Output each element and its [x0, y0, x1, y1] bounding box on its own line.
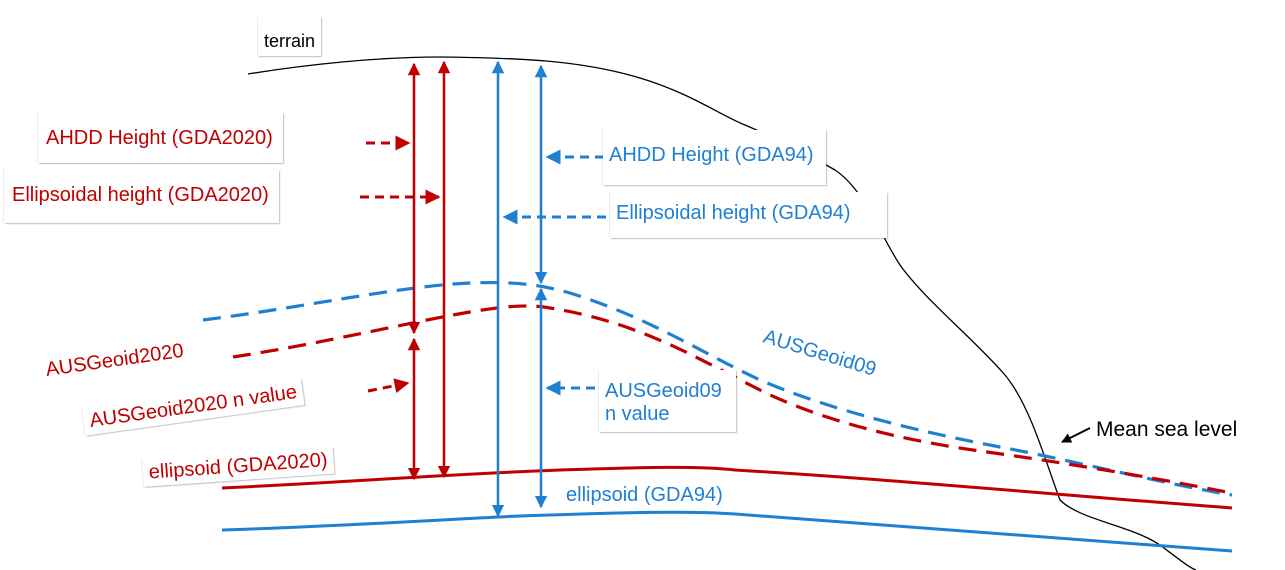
ellipsoid-gda2020-line: [221, 465, 1233, 510]
ahdd-height-gda2020-label: AHDD Height (GDA2020): [38, 113, 283, 163]
ausgeoid2020-line: [232, 304, 1233, 495]
ellipsoidal-height-gda2020-label: Ellipsoidal height (GDA2020): [4, 170, 279, 223]
mean-sea-level-pointer: [1061, 427, 1091, 443]
ellipsoidal-height-gda94-label: Ellipsoidal height (GDA94): [610, 192, 887, 238]
ausgeoid09-n-value-label: AUSGeoid09 n value: [599, 370, 736, 432]
terrain-line: [247, 56, 1197, 570]
ellipsoid-gda94-line: [221, 510, 1233, 553]
terrain-label: terrain: [258, 17, 322, 56]
ausgeoid09-n-value-line2: n value: [605, 403, 670, 425]
ellipsoid-gda94-label: ellipsoid (GDA94): [562, 484, 727, 507]
ahdd-height-gda94-label: AHDD Height (GDA94): [603, 130, 826, 185]
mean-sea-level-label: Mean sea level: [1096, 418, 1238, 441]
ausgeoid09-line: [202, 280, 1233, 497]
ausgeoid2020-n-value-pointer: [367, 378, 410, 394]
ausgeoid09-n-value-line1: AUSGeoid09: [605, 380, 722, 402]
